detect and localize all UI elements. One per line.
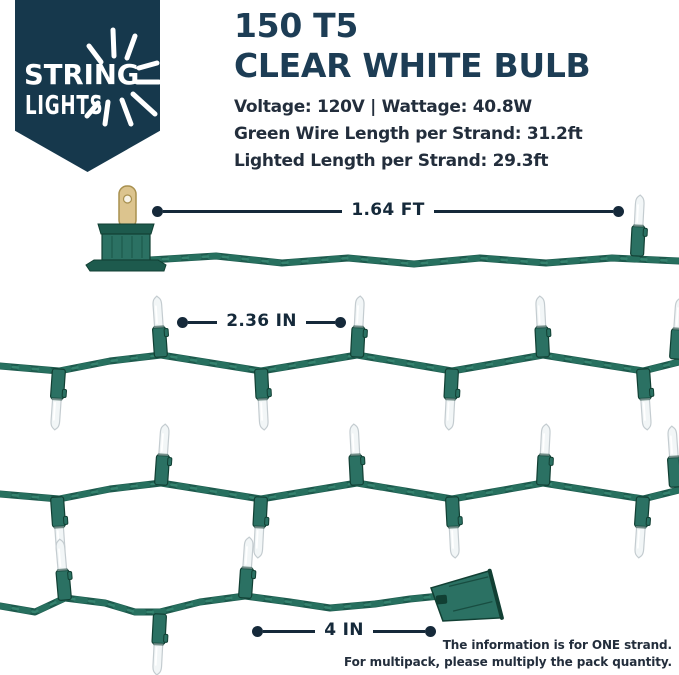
spec-lighted-length: Lighted Length per Strand: 29.3ft [234, 151, 549, 172]
product-title-line1: 150 T5 [234, 6, 359, 45]
light-bulb [445, 496, 463, 559]
measure-dot [335, 316, 347, 328]
measurement-label: 4 IN [324, 620, 364, 640]
measure-dot [425, 625, 436, 637]
light-bulb [630, 194, 648, 257]
product-header: 150 T5 CLEAR WHITE BULB Voltage: 120V | … [234, 6, 678, 177]
measurement-plug-to-first-bulb: 1.64 FT [152, 200, 625, 220]
measurement-last-bulb-to-connector: 4 IN [252, 620, 436, 640]
measure-dot [177, 316, 188, 328]
light-bulb [636, 368, 655, 431]
measure-line [305, 320, 336, 324]
product-specs: Voltage: 120V | Wattage: 40.8W Green Wir… [234, 96, 678, 173]
measure-dot [613, 205, 625, 217]
power-plug [85, 185, 167, 272]
measurement-label: 1.64 FT [351, 200, 425, 220]
measurement-label: 2.36 IN [226, 311, 297, 331]
light-bulb [252, 496, 270, 559]
strand-info-note: The information is for ONE strand. For m… [344, 637, 672, 671]
note-line1: The information is for ONE strand. [442, 638, 672, 652]
string-wire-row-1 [146, 252, 679, 268]
note-line2: For multipack, please multiply the pack … [344, 654, 672, 669]
light-bulb [534, 295, 552, 358]
light-bulb [238, 536, 257, 599]
light-bulb [55, 538, 73, 601]
brand-name-string: STRING [24, 58, 140, 91]
starburst-icon [84, 27, 160, 127]
light-bulb [350, 295, 368, 358]
brand-badge: STRING LIGHTS [15, 0, 160, 172]
measure-line [188, 320, 218, 324]
light-bulb [49, 368, 67, 431]
measure-line [263, 629, 316, 633]
measure-dot [152, 205, 163, 217]
product-title-line2: CLEAR WHITE BULB [234, 45, 591, 85]
light-bulb [633, 496, 651, 559]
spec-wire-length: Green Wire Length per Strand: 31.2ft [234, 124, 583, 145]
measurement-bulb-spacing: 2.36 IN [177, 311, 347, 331]
light-bulb [443, 368, 461, 431]
end-connector [430, 568, 504, 622]
light-bulb [254, 368, 272, 431]
light-bulb [348, 423, 366, 486]
light-bulb [151, 295, 169, 358]
light-bulb [669, 297, 679, 360]
light-bulb [536, 423, 554, 486]
string-wire-row-2 [0, 351, 679, 375]
measure-line [433, 209, 614, 213]
measure-dot [252, 625, 263, 637]
spec-voltage-wattage: Voltage: 120V | Wattage: 40.8W [234, 97, 532, 118]
string-wire-row-3 [0, 479, 679, 503]
measure-line [163, 209, 343, 213]
light-bulb [666, 425, 679, 488]
measure-line [372, 629, 425, 633]
light-bulb [151, 613, 169, 675]
light-bulb [154, 423, 173, 486]
